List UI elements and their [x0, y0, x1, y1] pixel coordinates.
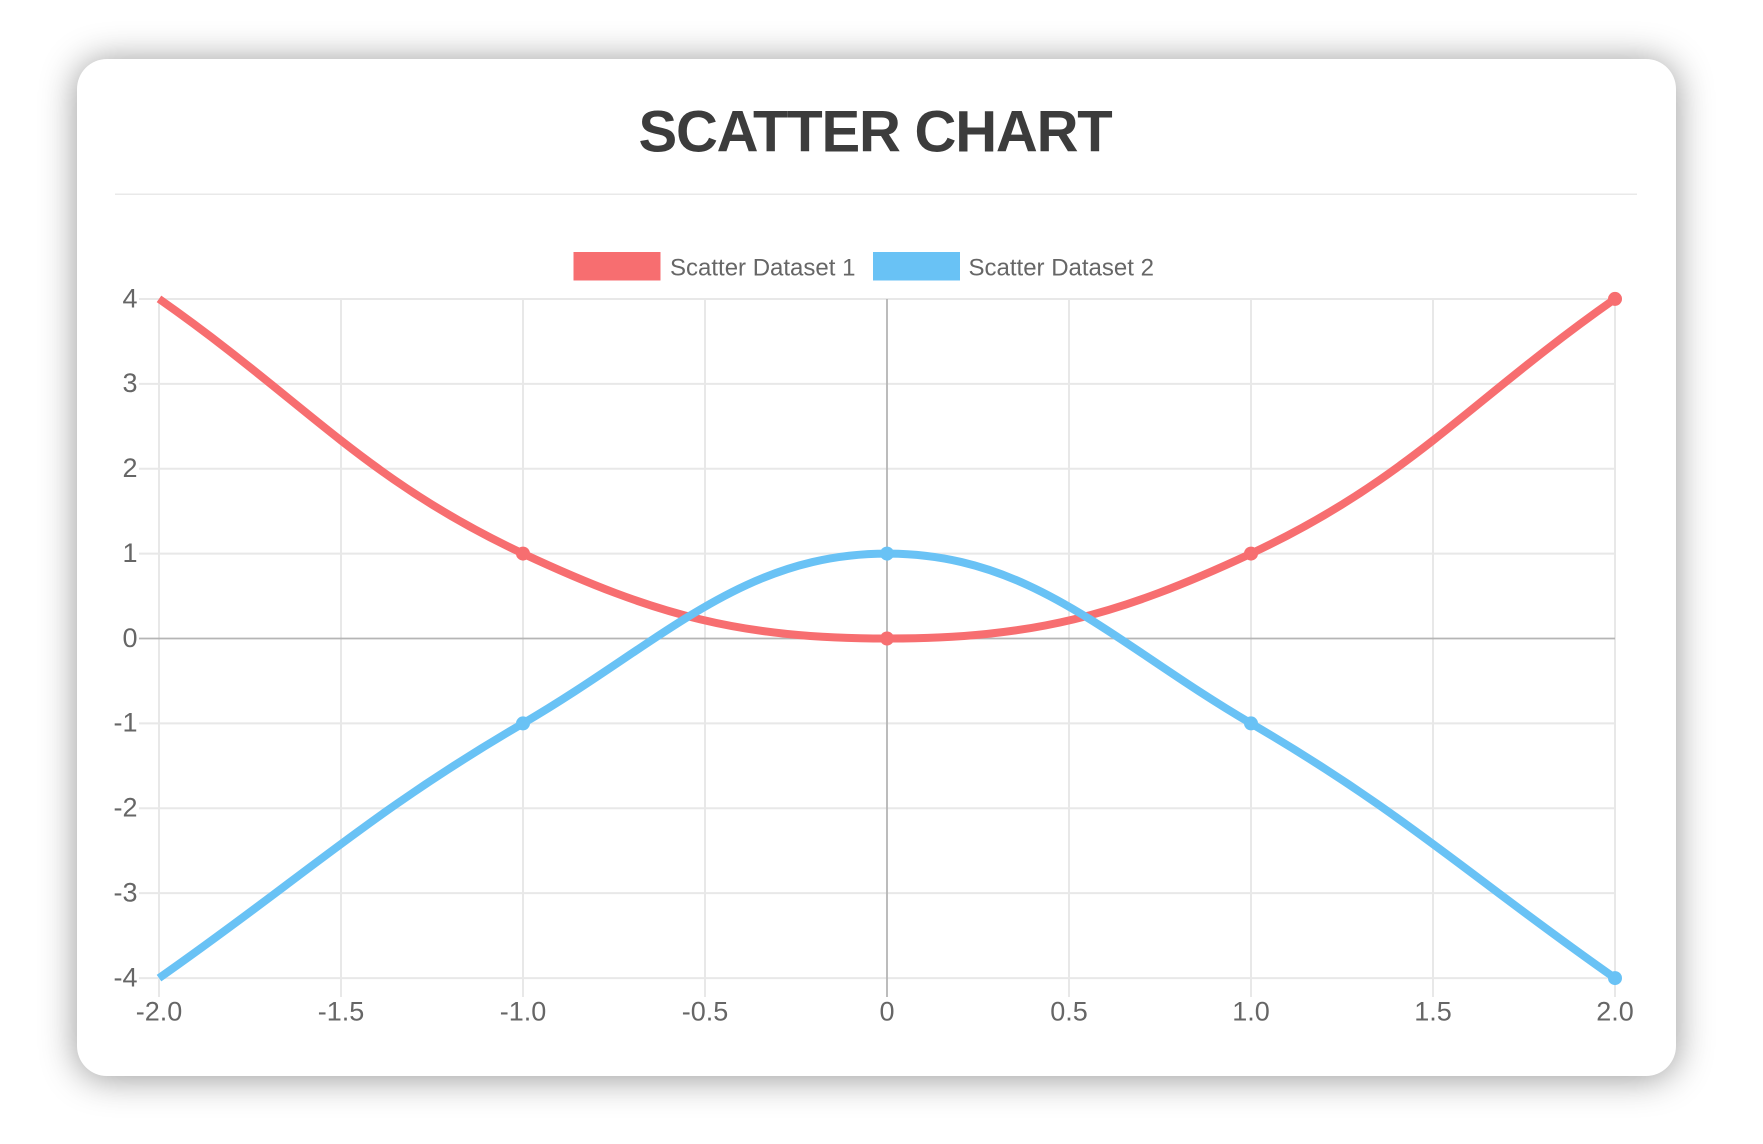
svg-text:Scatter Dataset 1: Scatter Dataset 1 — [670, 255, 855, 282]
svg-text:-1.5: -1.5 — [318, 997, 365, 1027]
svg-text:SCATTER CHART: SCATTER CHART — [638, 100, 1112, 165]
svg-text:-1: -1 — [113, 708, 137, 738]
svg-text:-3: -3 — [113, 877, 137, 907]
svg-text:2.0: 2.0 — [1596, 997, 1634, 1027]
svg-text:1.5: 1.5 — [1414, 997, 1452, 1027]
svg-text:2: 2 — [122, 453, 137, 483]
svg-text:3: 3 — [122, 368, 137, 398]
svg-text:-4: -4 — [113, 962, 137, 992]
svg-text:Scatter Dataset 2: Scatter Dataset 2 — [969, 255, 1154, 282]
svg-text:4: 4 — [122, 283, 137, 313]
svg-text:0: 0 — [122, 623, 137, 653]
svg-text:-1.0: -1.0 — [500, 997, 547, 1027]
svg-text:-2: -2 — [113, 793, 137, 823]
svg-text:-2.0: -2.0 — [136, 997, 183, 1027]
svg-text:1: 1 — [122, 538, 137, 568]
svg-text:-0.5: -0.5 — [682, 997, 729, 1027]
svg-text:0: 0 — [879, 997, 894, 1027]
svg-text:1.0: 1.0 — [1232, 997, 1270, 1027]
svg-text:0.5: 0.5 — [1050, 997, 1088, 1027]
